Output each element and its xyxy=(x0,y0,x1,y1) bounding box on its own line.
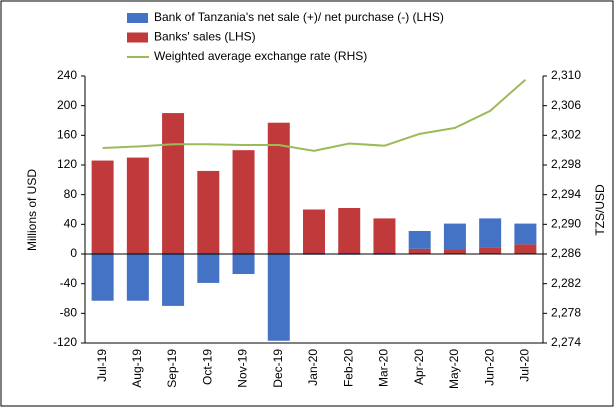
bar xyxy=(91,160,114,254)
x-tick-label: Feb-20 xyxy=(341,349,355,387)
bar xyxy=(197,170,220,254)
y-tick-label: 0 xyxy=(70,246,77,260)
x-tick-label: Jun-20 xyxy=(482,349,496,386)
y2-tick-label: 2,286 xyxy=(551,246,581,260)
y2-tick-label: 2,306 xyxy=(551,98,581,112)
y-tick-label: -40 xyxy=(60,276,78,290)
y2-tick-label: 2,282 xyxy=(551,276,581,290)
y2-axis-label: TZS/USD xyxy=(593,184,607,236)
bar xyxy=(267,254,290,341)
y2-tick-label: 2,294 xyxy=(551,187,581,201)
x-tick-label: Sep-19 xyxy=(165,349,179,388)
y-tick-label: 240 xyxy=(57,68,77,82)
y-tick-label: -120 xyxy=(53,335,77,349)
y-axis-label: Millions of USD xyxy=(25,169,39,251)
bar xyxy=(232,150,255,254)
x-tick-label: Nov-19 xyxy=(236,349,250,388)
y-tick-label: 80 xyxy=(64,187,78,201)
legend-swatch xyxy=(127,13,148,23)
bar xyxy=(303,209,325,254)
x-tick-label: Mar-20 xyxy=(377,349,391,387)
bar xyxy=(267,122,290,254)
bar xyxy=(514,223,537,245)
bar xyxy=(514,244,537,254)
x-tick-label: Aug-19 xyxy=(130,349,144,388)
bar xyxy=(479,247,502,254)
bar xyxy=(162,254,185,306)
line xyxy=(102,78,527,152)
legend-swatch xyxy=(127,32,148,43)
x-tick-label: Dec-19 xyxy=(271,349,285,388)
bar xyxy=(479,218,502,248)
x-tick-label: Apr-20 xyxy=(412,349,426,385)
y-tick-label: 160 xyxy=(57,128,77,142)
bar xyxy=(338,208,361,254)
bar xyxy=(408,231,431,249)
y2-tick-label: 2,274 xyxy=(551,335,581,349)
bar xyxy=(408,248,431,254)
bar xyxy=(126,157,149,254)
x-tick-label: Oct-19 xyxy=(200,349,214,385)
bar xyxy=(443,249,466,254)
bar xyxy=(373,218,396,254)
y2-tick-label: 2,278 xyxy=(551,306,581,320)
y-tick-label: 200 xyxy=(57,98,77,112)
x-tick-label: Jul-20 xyxy=(518,349,532,382)
y-tick-label: 40 xyxy=(64,217,78,231)
bar xyxy=(162,113,185,254)
legend-label: Weighted average exchange rate (RHS) xyxy=(154,49,367,63)
y-tick-label: 120 xyxy=(57,157,77,171)
x-tick-label: Jul-19 xyxy=(95,349,109,382)
bar xyxy=(91,254,114,301)
bar xyxy=(197,254,220,283)
x-tick-label: Jan-20 xyxy=(306,349,320,386)
y2-tick-label: 2,290 xyxy=(551,217,581,231)
y2-tick-label: 2,310 xyxy=(551,68,581,82)
y2-tick-label: 2,298 xyxy=(551,157,581,171)
legend-label: Bank of Tanzania's net sale (+)/ net pur… xyxy=(154,10,444,24)
bar xyxy=(443,223,466,250)
bar xyxy=(232,254,255,275)
legend-label: Banks' sales (LHS) xyxy=(154,30,256,44)
x-tick-label: May-20 xyxy=(447,349,461,389)
bar xyxy=(126,254,149,301)
y2-tick-label: 2,302 xyxy=(551,128,581,142)
y-tick-label: -80 xyxy=(60,306,78,320)
